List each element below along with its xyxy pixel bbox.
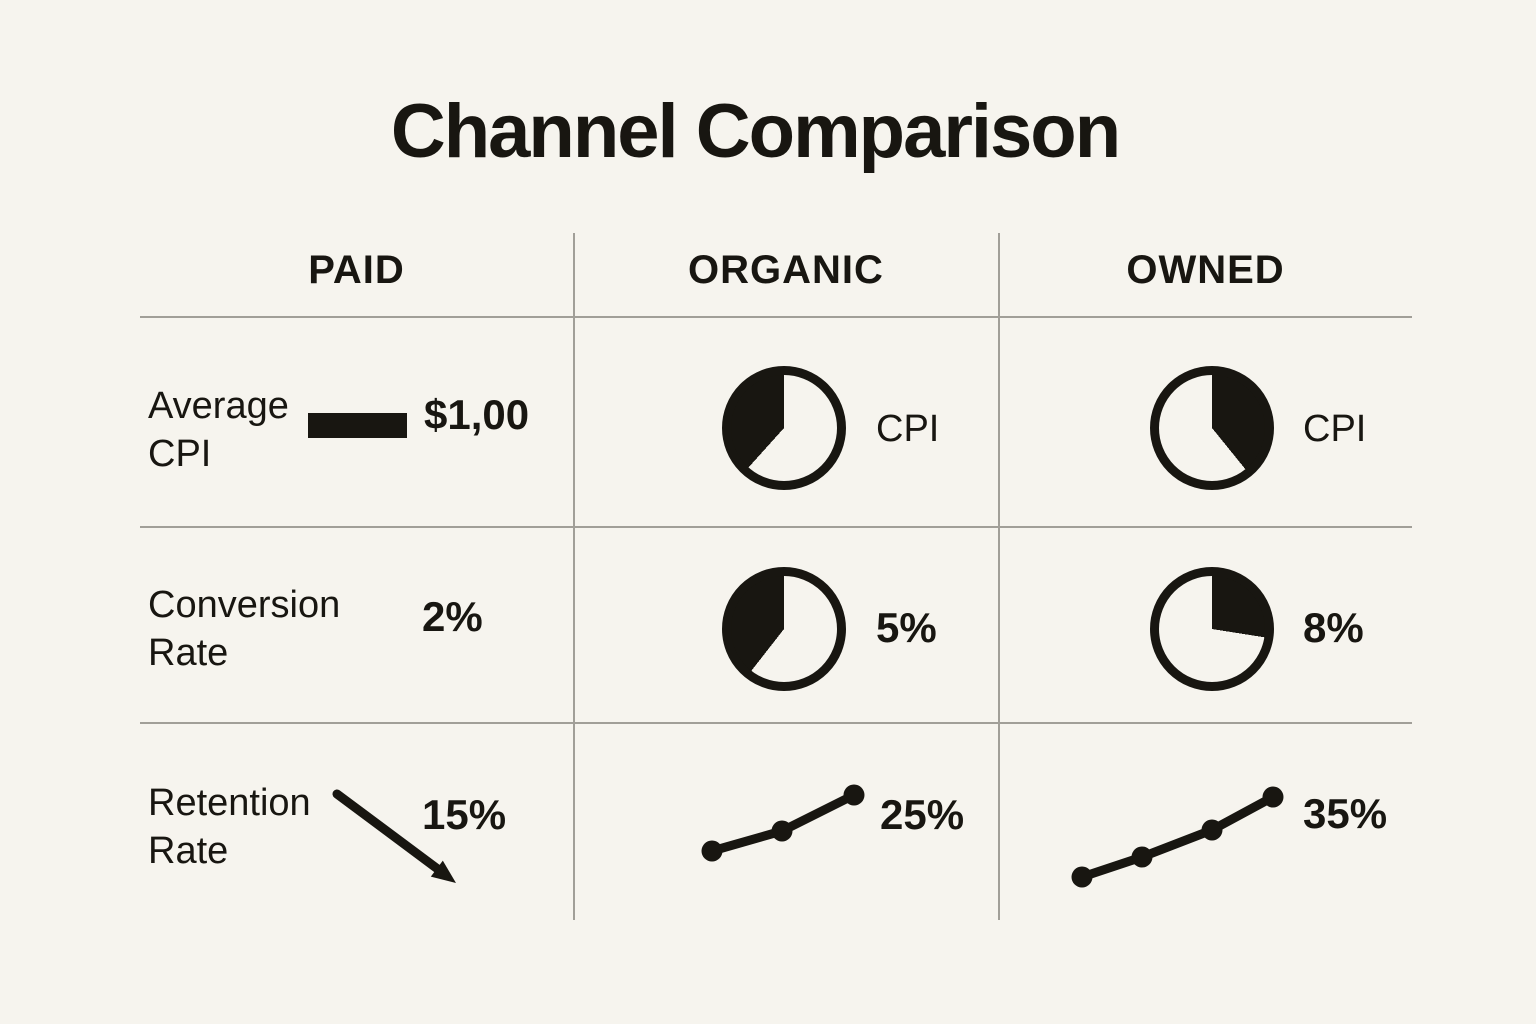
trend-down-arrow-icon bbox=[332, 789, 456, 883]
owned-conversion-pie-icon bbox=[1150, 567, 1274, 691]
column-header-owned: OWNED bbox=[1126, 248, 1285, 292]
column-divider bbox=[998, 233, 1000, 920]
column-header-organic: ORGANIC bbox=[688, 248, 884, 292]
organic-cpi-pie-icon bbox=[722, 366, 846, 490]
metric-label-retention-rate: Retention Rate bbox=[148, 779, 311, 875]
page-title: Channel Comparison bbox=[390, 89, 1121, 174]
owned-cpi-pie-icon bbox=[1150, 366, 1274, 490]
paid-retention-value: 15% bbox=[422, 791, 507, 838]
column-header-paid: PAID bbox=[308, 248, 405, 292]
metric-label-conversion-rate: Conversion Rate bbox=[148, 581, 340, 677]
metric-label-line: Conversion bbox=[148, 584, 341, 626]
row-divider bbox=[140, 526, 1412, 528]
row-divider bbox=[140, 722, 1412, 724]
owned-average-cpi-value: CPI bbox=[1303, 408, 1367, 450]
metric-label-line: Average bbox=[148, 385, 289, 427]
organic-conversion-pie-icon bbox=[722, 567, 846, 691]
paid-conversion-value: 2% bbox=[422, 593, 483, 640]
column-divider bbox=[573, 233, 575, 920]
metric-label-average-cpi: Average CPI bbox=[148, 382, 289, 478]
metric-label-line: CPI bbox=[148, 433, 212, 475]
trend-up-line-icon bbox=[1071, 786, 1284, 888]
owned-retention-value: 35% bbox=[1303, 790, 1388, 837]
metric-label-line: Rate bbox=[148, 830, 229, 872]
paid-average-cpi-value: $1,00 bbox=[424, 391, 530, 438]
row-divider bbox=[140, 316, 1412, 318]
metric-label-line: Rate bbox=[148, 632, 229, 674]
trend-up-line-icon bbox=[701, 784, 865, 862]
metric-label-line: Retention bbox=[148, 782, 311, 824]
organic-retention-value: 25% bbox=[880, 791, 965, 838]
owned-conversion-value: 8% bbox=[1303, 604, 1364, 651]
bar-icon bbox=[308, 413, 407, 438]
organic-average-cpi-value: CPI bbox=[876, 408, 940, 450]
organic-conversion-value: 5% bbox=[876, 604, 937, 651]
